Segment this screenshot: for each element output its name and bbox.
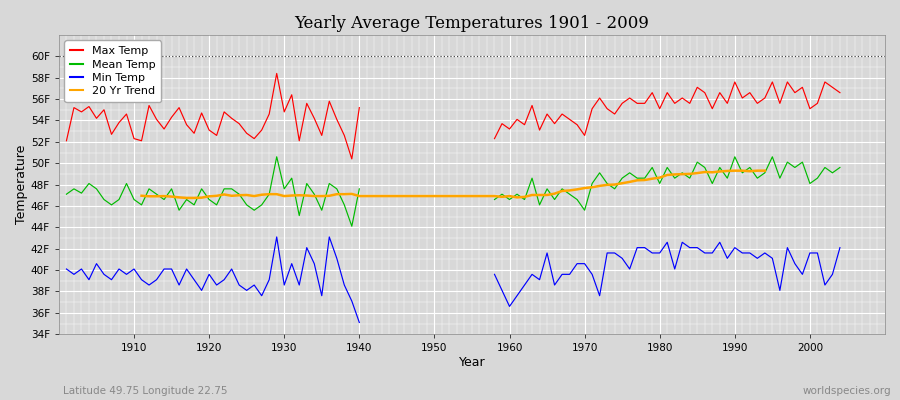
Y-axis label: Temperature: Temperature [15,145,28,224]
Legend: Max Temp, Mean Temp, Min Temp, 20 Yr Trend: Max Temp, Mean Temp, Min Temp, 20 Yr Tre… [65,40,161,102]
Title: Yearly Average Temperatures 1901 - 2009: Yearly Average Temperatures 1901 - 2009 [294,15,650,32]
Text: worldspecies.org: worldspecies.org [803,386,891,396]
Text: Latitude 49.75 Longitude 22.75: Latitude 49.75 Longitude 22.75 [63,386,228,396]
X-axis label: Year: Year [459,356,485,369]
